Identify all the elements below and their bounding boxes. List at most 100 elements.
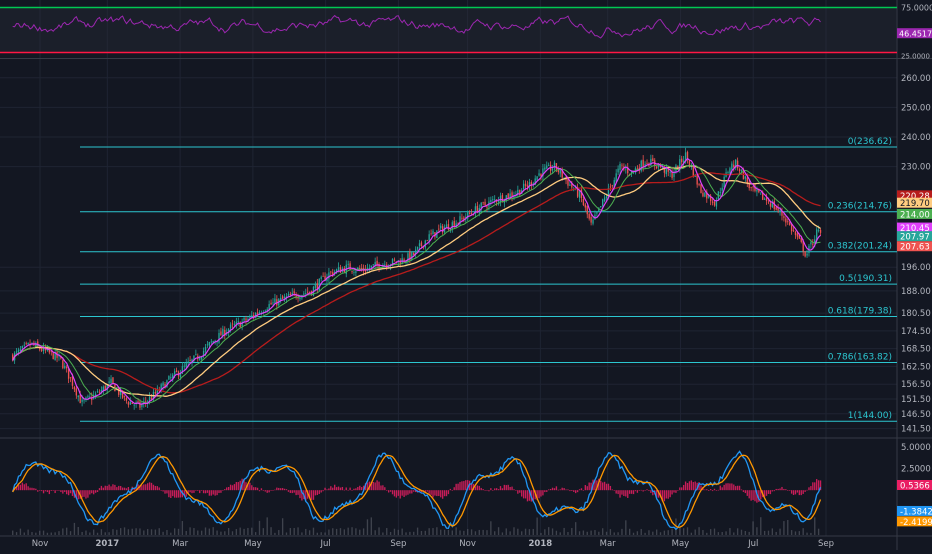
candle-body[interactable] [318, 278, 320, 291]
candle-body[interactable] [619, 163, 621, 170]
candle-body[interactable] [652, 158, 654, 162]
candle-body[interactable] [559, 169, 561, 174]
candle-body[interactable] [463, 217, 465, 220]
candle-body[interactable] [202, 350, 205, 356]
candle-body[interactable] [763, 198, 766, 200]
candle-body[interactable] [330, 271, 332, 273]
candle-body[interactable] [642, 159, 644, 167]
candle-body[interactable] [297, 297, 299, 299]
candle-body[interactable] [588, 213, 590, 219]
candle-body[interactable] [314, 284, 317, 288]
candle-body[interactable] [790, 224, 793, 232]
candle-body[interactable] [420, 242, 423, 246]
candle-body[interactable] [416, 246, 419, 250]
candle-body[interactable] [281, 296, 284, 299]
candle-body[interactable] [465, 217, 467, 219]
candle-body[interactable] [802, 240, 804, 252]
candle-body[interactable] [686, 151, 689, 159]
candle-body[interactable] [125, 397, 128, 401]
candle-body[interactable] [468, 213, 471, 214]
candle-body[interactable] [771, 202, 774, 208]
candle-body[interactable] [73, 386, 76, 390]
candle-body[interactable] [94, 393, 97, 397]
ma-slow-line[interactable] [12, 165, 821, 397]
candle-body[interactable] [264, 310, 266, 312]
candle-body[interactable] [544, 167, 546, 170]
candle-body[interactable] [71, 376, 74, 386]
candle-body[interactable] [272, 302, 274, 304]
candle-body[interactable] [596, 212, 598, 214]
candle-body[interactable] [359, 268, 361, 270]
candle-body[interactable] [108, 381, 110, 383]
candle-body[interactable] [555, 163, 558, 170]
candle-body[interactable] [756, 189, 758, 192]
candle-body[interactable] [418, 243, 421, 247]
candle-body[interactable] [89, 396, 91, 398]
candle-body[interactable] [324, 275, 326, 281]
candle-body[interactable] [532, 183, 534, 185]
candle-body[interactable] [316, 283, 319, 290]
candle-body[interactable] [335, 269, 338, 274]
candle-body[interactable] [245, 318, 247, 321]
candle-body[interactable] [222, 328, 224, 337]
candle-body[interactable] [486, 206, 488, 208]
candle-body[interactable] [461, 217, 463, 219]
candle-body[interactable] [511, 192, 513, 197]
candle-body[interactable] [557, 170, 560, 173]
candle-body[interactable] [575, 186, 577, 190]
candle-body[interactable] [775, 207, 777, 210]
candle-body[interactable] [430, 233, 432, 235]
candle-body[interactable] [584, 204, 587, 208]
candle-body[interactable] [393, 259, 396, 261]
candle-body[interactable] [700, 184, 702, 193]
candle-body[interactable] [214, 340, 216, 342]
candle-body[interactable] [428, 234, 430, 241]
candle-body[interactable] [688, 160, 691, 166]
candle-body[interactable] [528, 182, 531, 186]
candle-body[interactable] [804, 251, 806, 257]
candle-body[interactable] [665, 167, 667, 175]
candle-body[interactable] [440, 225, 442, 229]
candle-body[interactable] [814, 239, 816, 244]
candle-body[interactable] [590, 216, 592, 223]
candle-body[interactable] [779, 209, 781, 212]
candle-body[interactable] [625, 168, 627, 170]
candle-body[interactable] [133, 404, 135, 406]
rsi-line[interactable] [12, 14, 821, 39]
candle-body[interactable] [494, 199, 496, 201]
candle-body[interactable] [87, 396, 89, 398]
candle-body[interactable] [305, 292, 307, 294]
candle-body[interactable] [609, 186, 612, 188]
candle-body[interactable] [607, 188, 610, 198]
candle-body[interactable] [17, 349, 20, 353]
candle-body[interactable] [447, 223, 450, 230]
candle-body[interactable] [50, 351, 52, 352]
candle-body[interactable] [83, 399, 85, 401]
candle-body[interactable] [118, 388, 120, 395]
candle-body[interactable] [347, 263, 349, 265]
candle-body[interactable] [611, 185, 613, 187]
candle-body[interactable] [355, 271, 357, 273]
candle-body[interactable] [378, 263, 380, 269]
candle-body[interactable] [241, 321, 243, 327]
candle-body[interactable] [534, 178, 536, 185]
candle-body[interactable] [15, 351, 18, 353]
candle-body[interactable] [692, 165, 694, 177]
rsi-pane[interactable] [0, 6, 897, 54]
candle-body[interactable] [168, 376, 170, 380]
candle-body[interactable] [490, 199, 492, 203]
candle-body[interactable] [567, 178, 569, 186]
candle-body[interactable] [411, 251, 413, 260]
candle-body[interactable] [709, 195, 712, 202]
candle-body[interactable] [249, 315, 251, 318]
candle-body[interactable] [744, 176, 747, 179]
candle-body[interactable] [817, 229, 820, 231]
candle-body[interactable] [663, 166, 666, 173]
candle-body[interactable] [220, 331, 222, 336]
candle-body[interactable] [204, 346, 207, 352]
candle-body[interactable] [129, 401, 131, 405]
candle-body[interactable] [470, 213, 473, 214]
candle-body[interactable] [91, 397, 93, 401]
candle-body[interactable] [291, 292, 293, 295]
candle-body[interactable] [602, 199, 604, 206]
